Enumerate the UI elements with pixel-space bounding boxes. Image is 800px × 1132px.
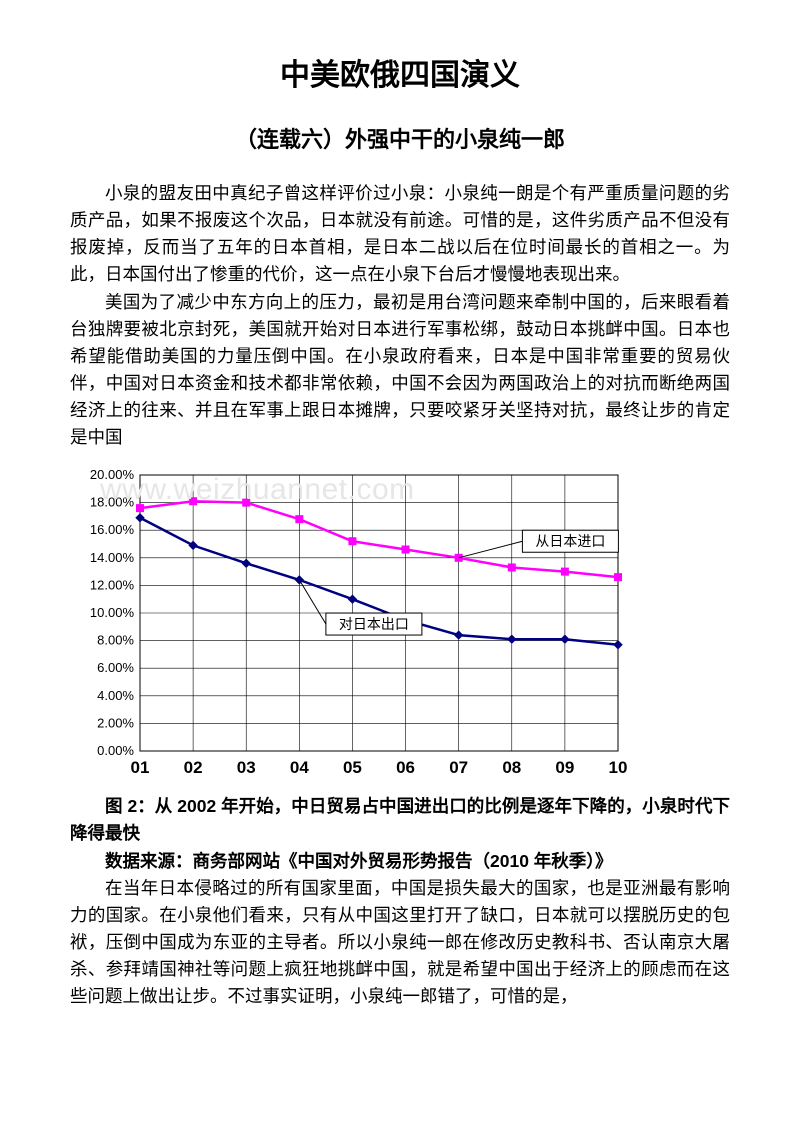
svg-text:06: 06: [396, 758, 415, 777]
svg-text:对日本出口: 对日本出口: [339, 617, 409, 633]
page-subtitle: （连载六）外强中干的小泉纯一郎: [70, 122, 730, 154]
svg-text:04: 04: [290, 758, 309, 777]
svg-text:从日本进口: 从日本进口: [535, 534, 605, 550]
svg-text:20.00%: 20.00%: [90, 467, 135, 482]
figure-caption: 图 2：从 2002 年开始，中日贸易占中国进出口的比例是逐年下降的，小泉时代下…: [70, 793, 730, 847]
svg-text:6.00%: 6.00%: [97, 660, 134, 675]
figure-2-chart: www.weizhuannet.com 0.00%2.00%4.00%6.00%…: [70, 465, 630, 785]
svg-text:09: 09: [555, 758, 574, 777]
svg-text:08: 08: [502, 758, 521, 777]
line-chart-svg: 0.00% 2.00% 4.00% 6.00% 8.00% 10.00% 12.00% 14.…: [70, 465, 630, 785]
svg-text:4.00%: 4.00%: [97, 688, 134, 703]
svg-text:01: 01: [131, 758, 150, 777]
page-title: 中美欧俄四国演义: [70, 50, 730, 94]
svg-text:2.00%: 2.00%: [97, 716, 134, 731]
paragraph-3: 在当年日本侵略过的所有国家里面，中国是损失最大的国家，也是亚洲最有影响力的国家。…: [70, 875, 730, 1011]
svg-text:02: 02: [184, 758, 203, 777]
paragraph-1: 小泉的盟友田中真纪子曾这样评价过小泉：小泉纯一朗是个有严重质量问题的劣质产品，如…: [70, 180, 730, 289]
svg-text:10: 10: [609, 758, 628, 777]
svg-text:16.00%: 16.00%: [90, 522, 135, 537]
svg-text:12.00%: 12.00%: [90, 578, 135, 593]
svg-text:05: 05: [343, 758, 362, 777]
svg-text:10.00%: 10.00%: [90, 605, 135, 620]
svg-text:0.00%: 0.00%: [97, 743, 134, 758]
svg-text:18.00%: 18.00%: [90, 495, 135, 510]
svg-text:14.00%: 14.00%: [90, 550, 135, 565]
svg-text:07: 07: [449, 758, 468, 777]
paragraph-2: 美国为了减少中东方向上的压力，最初是用台湾问题来牵制中国的，后来眼看着台独牌要被…: [70, 289, 730, 452]
svg-text:03: 03: [237, 758, 256, 777]
svg-text:8.00%: 8.00%: [97, 633, 134, 648]
figure-source: 数据来源：商务部网站《中国对外贸易形势报告（2010 年秋季）》: [70, 848, 730, 875]
